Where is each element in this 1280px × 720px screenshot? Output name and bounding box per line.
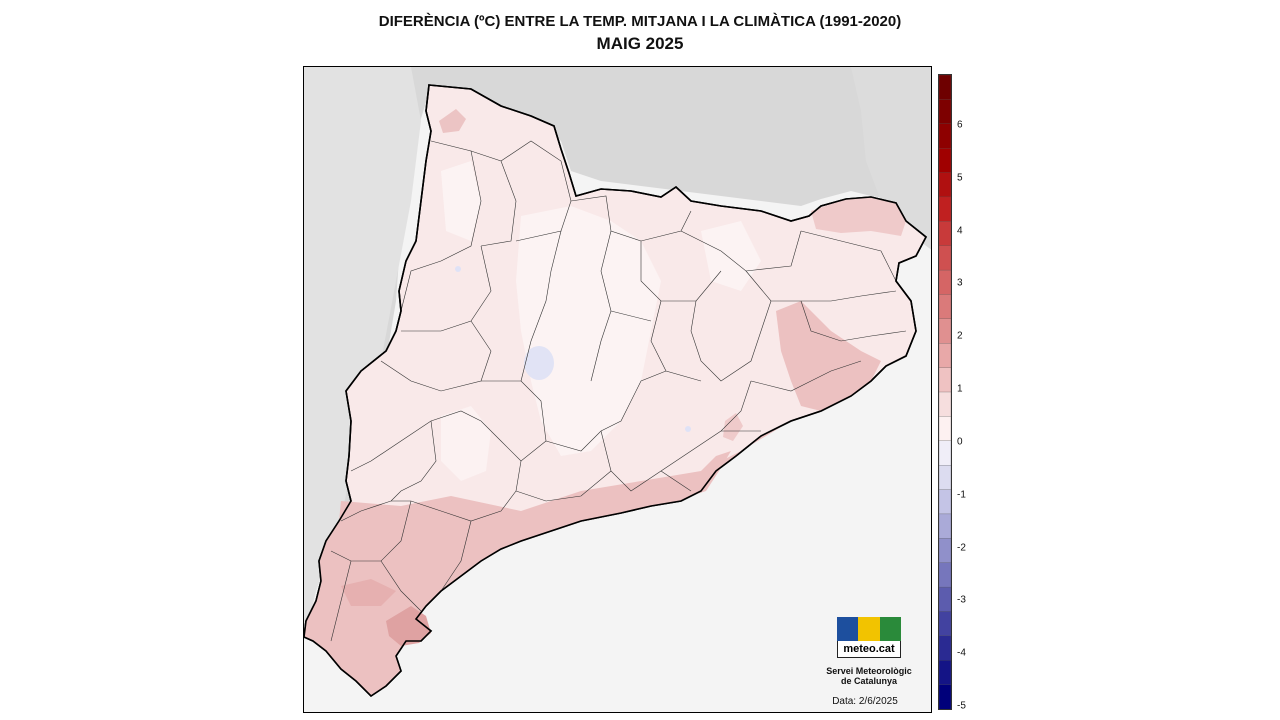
warm-zone-ebre bbox=[341, 579, 396, 606]
legend-swatch bbox=[939, 660, 951, 686]
legend-tick-label: 4 bbox=[957, 225, 963, 236]
legend-swatch bbox=[939, 245, 951, 271]
legend-swatches bbox=[939, 75, 951, 709]
legend-tick-label: 6 bbox=[957, 119, 963, 131]
legend-tick-label: -4 bbox=[957, 647, 966, 659]
warm-zone-delta bbox=[386, 606, 431, 646]
legend-tick-label: 0 bbox=[957, 436, 963, 448]
relief-west bbox=[304, 67, 421, 641]
logo-wordmark: meteo.cat bbox=[837, 641, 901, 658]
organization-name: Servei Meteorològic de Catalunya bbox=[800, 666, 938, 686]
warm-zone-coast-north bbox=[776, 301, 881, 411]
legend-swatch bbox=[939, 318, 951, 344]
cool-zone-solsones bbox=[524, 346, 554, 380]
cool-spot-1 bbox=[455, 266, 461, 272]
comarca-boundaries bbox=[330, 140, 907, 642]
legend-swatch bbox=[939, 489, 951, 515]
cloud-icon bbox=[879, 617, 901, 641]
map-panel bbox=[303, 66, 932, 713]
warm-zone-pyrenees bbox=[439, 109, 466, 133]
relief-east-coast bbox=[851, 67, 931, 250]
legend-swatch bbox=[939, 221, 951, 247]
legend-swatch bbox=[939, 586, 951, 613]
legend-swatch bbox=[939, 123, 951, 149]
legend-swatch bbox=[939, 562, 951, 588]
legend-swatch bbox=[939, 269, 951, 296]
relief-pyrenees bbox=[304, 67, 931, 601]
legend-tick-label: 1 bbox=[957, 383, 963, 395]
legend-swatch bbox=[939, 172, 951, 198]
warm-zone-inland bbox=[723, 413, 743, 441]
legend-swatch bbox=[939, 99, 951, 125]
organization-line2: de Catalunya bbox=[840, 676, 898, 686]
legend-swatch bbox=[939, 416, 951, 442]
legend-swatch bbox=[939, 294, 951, 320]
legend-swatch bbox=[939, 684, 951, 709]
legend-swatch bbox=[939, 464, 951, 491]
warm-zone-emporda bbox=[811, 197, 906, 236]
legend-swatch bbox=[939, 148, 951, 174]
legend-tick-label: -1 bbox=[957, 489, 966, 501]
legend-tick-label: -3 bbox=[957, 594, 966, 606]
neutral-zone-north bbox=[441, 161, 481, 241]
legend-swatch bbox=[939, 611, 951, 637]
legend-swatch bbox=[939, 391, 951, 418]
legend-swatch bbox=[939, 635, 951, 661]
map-subtitle: MAIG 2025 bbox=[596, 34, 684, 53]
neutral-zone-central bbox=[516, 206, 661, 456]
legend-tick-label: 5 bbox=[957, 172, 963, 184]
legend-tick-label: -5 bbox=[957, 700, 966, 712]
waves-icon bbox=[837, 617, 859, 641]
catalonia-map bbox=[304, 67, 931, 698]
sun-icon bbox=[858, 617, 880, 641]
legend-swatch bbox=[939, 367, 951, 393]
legend-colorbar bbox=[938, 74, 952, 710]
legend-tick-label: 3 bbox=[957, 277, 963, 289]
meteocat-logo: meteo.cat bbox=[837, 617, 901, 659]
map-title: DIFERÈNCIA (ºC) ENTRE LA TEMP. MITJANA I… bbox=[378, 13, 902, 30]
legend-swatch bbox=[939, 343, 951, 369]
neutral-zone-east bbox=[701, 221, 761, 291]
legend-swatch bbox=[939, 538, 951, 564]
neutral-zone-west bbox=[441, 406, 491, 481]
catalonia-outline bbox=[304, 84, 928, 698]
legend-tick-label: 2 bbox=[957, 330, 963, 342]
cool-spot-2 bbox=[685, 426, 691, 432]
legend-swatch bbox=[939, 196, 951, 222]
legend-swatch bbox=[939, 513, 951, 539]
legend-swatch bbox=[939, 75, 951, 101]
organization-line1: Servei Meteorològic bbox=[826, 666, 912, 676]
map-date: Data: 2/6/2025 bbox=[832, 696, 898, 707]
warm-zone-garraf bbox=[691, 451, 731, 496]
legend-tick-label: -2 bbox=[957, 542, 966, 553]
legend-swatch bbox=[939, 440, 951, 466]
